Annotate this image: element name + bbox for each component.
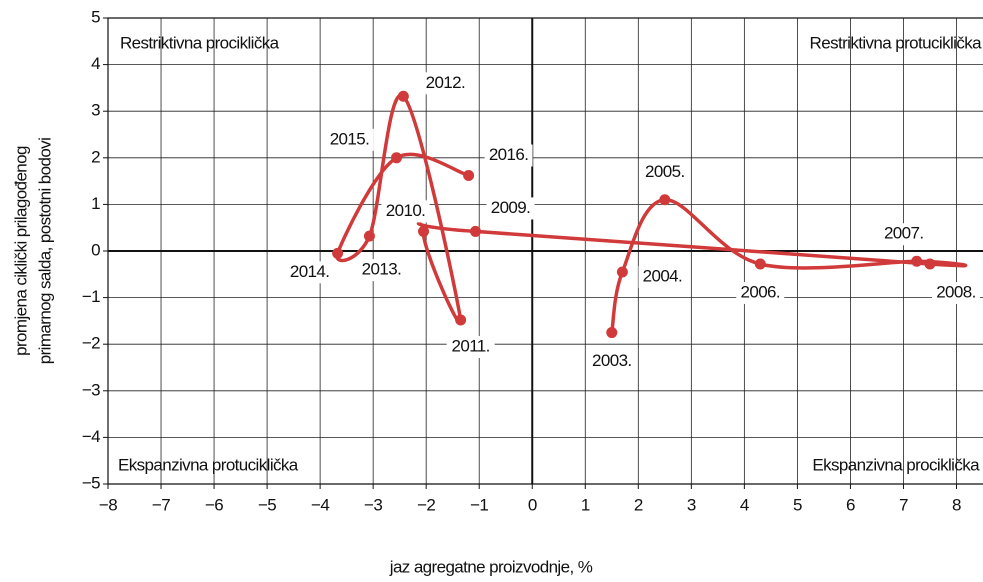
quadrant-label: Restriktivna prociklička <box>120 33 280 52</box>
label-bg <box>638 265 687 288</box>
x-tick-label: 4 <box>740 495 749 514</box>
y-tick-label: 0 <box>91 240 100 259</box>
point-label: 2010. <box>386 201 426 220</box>
x-tick-label: −8 <box>99 495 117 514</box>
data-point <box>455 314 467 326</box>
x-tick-label: −5 <box>258 495 276 514</box>
point-label: 2013. <box>362 260 402 279</box>
data-point <box>606 327 618 339</box>
x-tick-label: −6 <box>205 495 223 514</box>
y-tick-label: 4 <box>91 54 100 73</box>
x-tick-label: 8 <box>952 495 961 514</box>
x-tick-label: −3 <box>364 495 382 514</box>
y-tick-label: 5 <box>91 7 100 26</box>
point-label: 2006. <box>740 283 780 302</box>
label-bg <box>421 72 470 95</box>
point-label: 2004. <box>643 266 683 285</box>
x-tick-label: −4 <box>311 495 329 514</box>
label-bg <box>325 128 374 151</box>
label-bg <box>931 282 980 305</box>
y-axis-label: promjena ciklički prilagođenog <box>11 146 30 356</box>
point-label: 2014. <box>290 262 330 281</box>
data-point <box>363 230 375 242</box>
data-point <box>470 225 481 237</box>
x-tick-label: 1 <box>581 495 590 514</box>
x-tick-label: 3 <box>687 495 696 514</box>
x-tick-label: −7 <box>152 495 170 514</box>
point-label: 2012. <box>426 73 466 92</box>
x-axis-label: jaz agregatne proizvodnje, % <box>389 557 593 576</box>
y-tick-label: 3 <box>91 101 100 120</box>
label-bg <box>381 200 430 223</box>
y-tick-label: 2 <box>91 147 100 166</box>
y-tick-label: −2 <box>82 334 100 353</box>
label-bg <box>736 282 785 305</box>
quadrant-label: Restriktivna protuciklička <box>810 33 983 52</box>
y-tick-label: −5 <box>82 473 100 492</box>
label-bg <box>446 335 495 358</box>
x-tick-label: −2 <box>417 495 435 514</box>
label-bg <box>486 197 535 220</box>
data-point <box>616 266 628 278</box>
x-tick-label: 6 <box>846 495 855 514</box>
point-label: 2009. <box>491 198 531 217</box>
x-tick-label: 7 <box>899 495 908 514</box>
label-bg <box>484 144 533 167</box>
data-point <box>659 194 671 206</box>
point-label: 2015. <box>330 129 370 148</box>
label-bg <box>640 161 689 184</box>
y-tick-label: −4 <box>82 427 100 446</box>
data-point <box>754 258 766 270</box>
data-point <box>463 170 475 182</box>
y-tick-label: −1 <box>82 287 100 306</box>
data-point <box>332 247 344 259</box>
point-label: 2008. <box>936 283 976 302</box>
x-tick-label: 2 <box>634 495 643 514</box>
point-label: 2016. <box>489 145 529 164</box>
label-bg <box>285 261 334 284</box>
point-label: 2007. <box>884 224 924 243</box>
y-axis-label: primarnog salda, postotni bodovi <box>35 138 54 365</box>
point-label: 2011. <box>452 336 490 355</box>
line-series <box>335 93 968 333</box>
quadrant-label: Ekspanzivna prociklička <box>812 455 980 474</box>
quadrant-label: Ekspanzivna protuciklička <box>118 455 299 474</box>
label-bg <box>587 350 636 373</box>
y-tick-label: 1 <box>91 194 100 213</box>
data-point <box>911 255 923 267</box>
x-tick-label: 0 <box>528 495 537 514</box>
label-bg <box>357 259 406 282</box>
label-bg <box>879 223 928 246</box>
point-label: 2005. <box>645 162 685 181</box>
data-point <box>397 90 409 102</box>
x-tick-label: −1 <box>470 495 488 514</box>
data-point <box>390 152 402 164</box>
point-label: 2003. <box>592 351 632 370</box>
data-point <box>924 258 936 270</box>
data-point <box>418 225 430 237</box>
x-tick-label: 5 <box>793 495 802 514</box>
y-tick-label: −3 <box>82 380 100 399</box>
